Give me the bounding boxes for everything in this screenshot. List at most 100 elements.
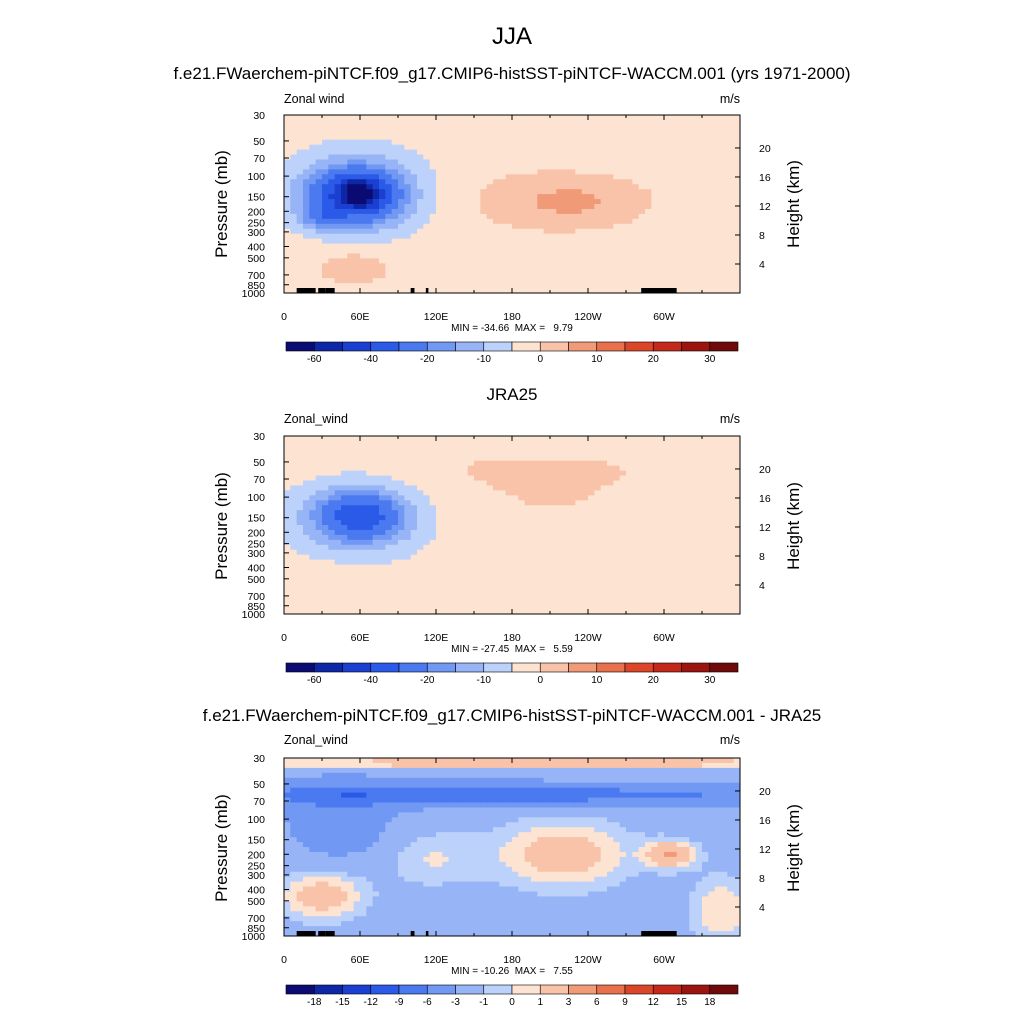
field-cell bbox=[480, 604, 488, 610]
field-cell bbox=[664, 559, 671, 566]
field-cell bbox=[537, 184, 545, 190]
field-cell bbox=[379, 539, 386, 546]
field-cell bbox=[607, 273, 614, 279]
field-cell bbox=[347, 204, 355, 210]
field-cell bbox=[290, 559, 298, 566]
field-cell bbox=[632, 520, 640, 526]
field-cell bbox=[303, 278, 310, 284]
field-cell bbox=[670, 223, 678, 230]
field-cell bbox=[480, 149, 488, 156]
field-cell bbox=[353, 589, 361, 595]
field-cell bbox=[341, 159, 348, 166]
field-cell bbox=[664, 263, 671, 269]
field-cell bbox=[303, 159, 310, 166]
field-cell bbox=[727, 213, 735, 220]
field-cell bbox=[543, 515, 551, 521]
field-cell bbox=[512, 505, 519, 511]
field-cell bbox=[391, 233, 399, 240]
field-cell bbox=[290, 204, 298, 210]
field-cell bbox=[689, 213, 697, 220]
field-cell bbox=[664, 609, 671, 614]
field-cell bbox=[689, 115, 697, 121]
field-cell bbox=[423, 174, 431, 180]
field-cell bbox=[461, 525, 469, 531]
field-cell bbox=[366, 495, 374, 501]
field-cell bbox=[404, 119, 412, 126]
field-cell bbox=[410, 223, 418, 230]
field-cell bbox=[638, 115, 646, 121]
field-cell bbox=[607, 258, 614, 264]
field-cell bbox=[651, 115, 659, 121]
field-cell bbox=[575, 574, 583, 580]
field-cell bbox=[410, 253, 418, 259]
field-cell bbox=[575, 599, 583, 605]
field-cell bbox=[493, 544, 500, 551]
field-cell bbox=[543, 233, 551, 240]
field-cell bbox=[385, 569, 393, 576]
field-cell bbox=[322, 579, 329, 585]
field-cell bbox=[423, 490, 431, 496]
field-cell bbox=[594, 149, 602, 156]
field-cell bbox=[486, 594, 494, 600]
field-cell bbox=[588, 119, 595, 126]
field-cell bbox=[423, 233, 431, 240]
field-cell bbox=[543, 559, 551, 566]
field-cell bbox=[619, 594, 627, 600]
field-cell bbox=[334, 525, 342, 531]
field-cell bbox=[284, 199, 291, 205]
field-cell bbox=[379, 574, 386, 580]
field-cell bbox=[493, 124, 500, 131]
field-cell bbox=[436, 609, 443, 614]
field-cell bbox=[385, 589, 393, 595]
field-cell bbox=[600, 268, 608, 274]
field-cell bbox=[531, 208, 538, 215]
field-cell bbox=[366, 549, 374, 556]
field-cell bbox=[341, 194, 348, 200]
field-cell bbox=[423, 144, 431, 151]
field-cell bbox=[626, 223, 633, 230]
field-cell bbox=[499, 480, 507, 487]
field-cell bbox=[562, 505, 570, 511]
field-cell bbox=[695, 159, 703, 166]
field-cell bbox=[429, 554, 437, 561]
field-cell bbox=[486, 115, 494, 121]
field-cell bbox=[543, 465, 551, 472]
field-cell bbox=[290, 564, 298, 571]
field-cell bbox=[638, 154, 646, 161]
field-cell bbox=[429, 525, 437, 531]
field-cell bbox=[448, 445, 456, 452]
field-cell bbox=[727, 115, 735, 121]
field-cell bbox=[537, 174, 545, 180]
field-cell bbox=[480, 115, 488, 121]
field-cell bbox=[600, 273, 608, 279]
field-cell bbox=[353, 554, 361, 561]
field-cell bbox=[474, 253, 481, 259]
field-cell bbox=[347, 549, 355, 556]
field-cell bbox=[303, 169, 310, 175]
field-cell bbox=[429, 470, 437, 477]
field-cell bbox=[284, 455, 291, 462]
field-cell bbox=[607, 253, 614, 259]
field-cell bbox=[518, 273, 526, 279]
field-cell bbox=[347, 436, 355, 442]
field-cell bbox=[417, 599, 424, 605]
field-cell bbox=[562, 525, 570, 531]
field-cell bbox=[379, 248, 386, 255]
field-cell bbox=[645, 529, 652, 536]
field-cell bbox=[581, 525, 589, 531]
field-cell bbox=[512, 520, 519, 526]
field-cell bbox=[290, 253, 298, 259]
field-cell bbox=[531, 589, 538, 595]
field-cell bbox=[474, 119, 481, 126]
field-cell bbox=[284, 119, 291, 126]
field-cell bbox=[619, 455, 627, 462]
field-cell bbox=[626, 480, 633, 487]
field-cell bbox=[360, 204, 367, 210]
field-cell bbox=[543, 253, 551, 259]
field-cell bbox=[657, 539, 665, 546]
field-cell bbox=[537, 520, 545, 526]
field-cell bbox=[398, 174, 405, 180]
field-cell bbox=[366, 248, 374, 255]
field-cell bbox=[695, 248, 703, 255]
field-cell bbox=[442, 480, 450, 487]
